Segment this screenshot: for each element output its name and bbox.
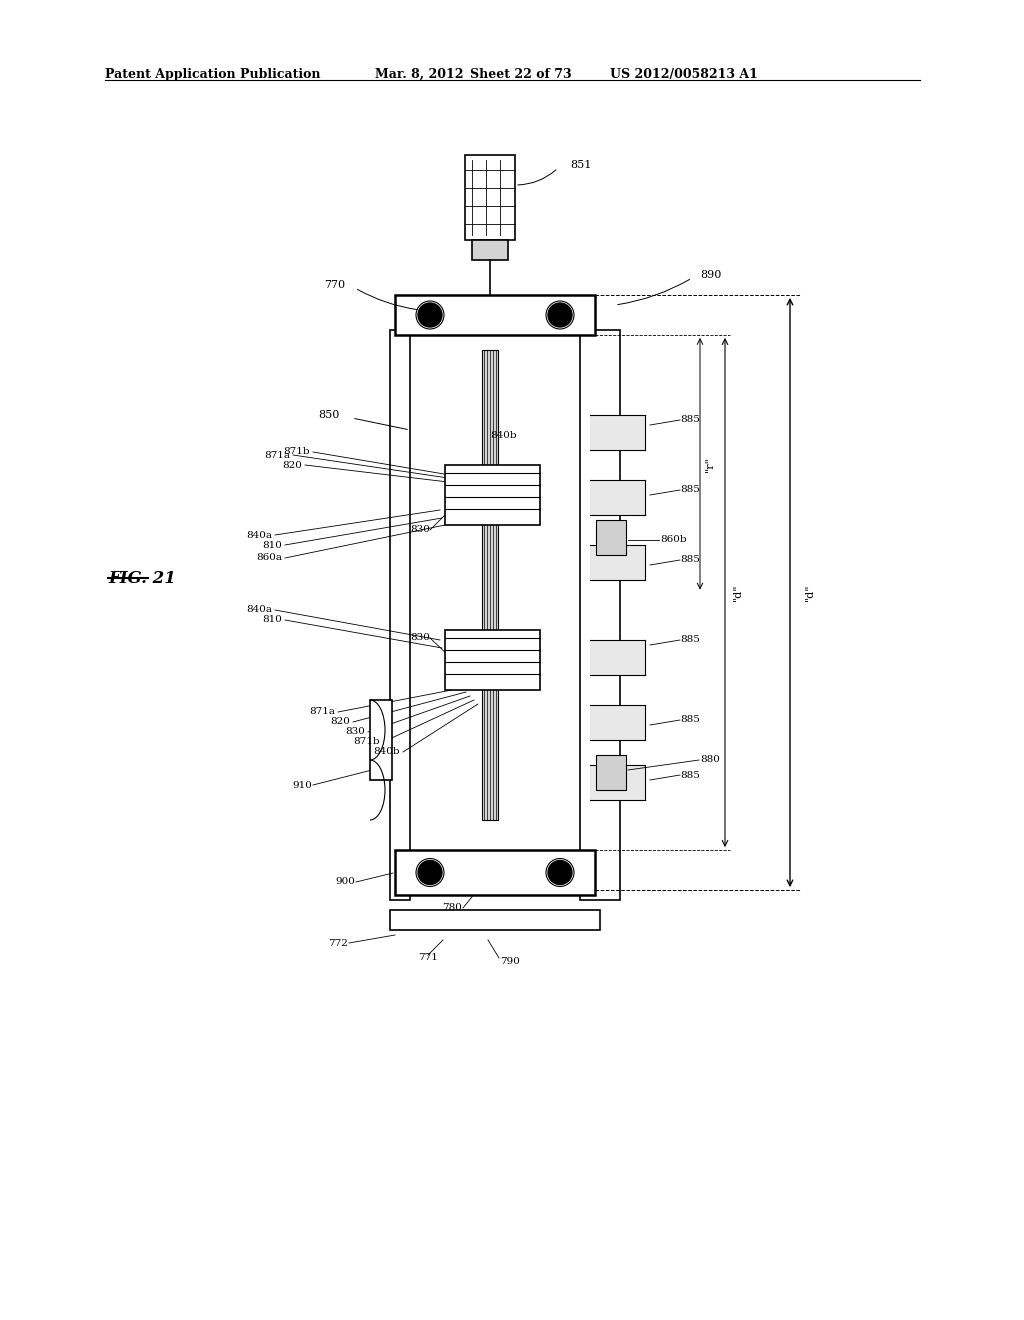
Bar <box>465 154 515 240</box>
Bar <box>596 520 626 554</box>
Text: 820: 820 <box>330 718 350 726</box>
Bar <box>445 630 540 690</box>
Circle shape <box>548 304 572 327</box>
Text: 820: 820 <box>283 461 302 470</box>
Bar <box>445 465 540 525</box>
Bar <box>590 640 645 675</box>
Text: 871b: 871b <box>353 738 380 747</box>
Bar <box>395 294 595 335</box>
Text: 830: 830 <box>411 525 430 535</box>
Bar <box>590 414 645 450</box>
Text: Sheet 22 of 73: Sheet 22 of 73 <box>470 69 571 81</box>
Bar <box>596 755 626 789</box>
Bar <box>472 240 508 260</box>
Text: 885: 885 <box>680 771 699 780</box>
Text: 910: 910 <box>292 780 312 789</box>
Text: 885: 885 <box>680 486 699 495</box>
Bar <box>390 330 410 900</box>
Text: 851: 851 <box>570 160 592 170</box>
Text: 860b: 860b <box>660 536 687 544</box>
Text: 780: 780 <box>442 903 462 912</box>
Bar <box>395 850 595 895</box>
Text: 900: 900 <box>335 878 355 887</box>
Text: "d": "d" <box>733 583 743 601</box>
Text: US 2012/0058213 A1: US 2012/0058213 A1 <box>610 69 758 81</box>
Text: "r": "r" <box>705 455 715 471</box>
Text: 880: 880 <box>700 755 720 764</box>
Text: 840b: 840b <box>490 430 517 440</box>
Text: 885: 885 <box>680 416 699 425</box>
Text: 771: 771 <box>418 953 438 962</box>
Bar <box>590 766 645 800</box>
Text: 890: 890 <box>700 271 721 280</box>
Text: FIG. 21: FIG. 21 <box>108 570 176 587</box>
Bar <box>590 480 645 515</box>
Text: "d": "d" <box>805 583 815 601</box>
Text: 885: 885 <box>680 715 699 725</box>
Text: 772: 772 <box>328 939 348 948</box>
Text: 790: 790 <box>500 957 520 966</box>
Text: 810: 810 <box>262 615 282 624</box>
Bar <box>390 909 600 931</box>
Bar <box>590 705 645 741</box>
Text: 830: 830 <box>411 634 430 643</box>
Text: 840a: 840a <box>246 531 272 540</box>
Text: Mar. 8, 2012: Mar. 8, 2012 <box>375 69 464 81</box>
Text: 840a: 840a <box>246 606 272 615</box>
Circle shape <box>418 304 442 327</box>
Bar <box>370 700 392 780</box>
Text: 885: 885 <box>680 556 699 565</box>
Bar <box>400 300 590 890</box>
Text: 830: 830 <box>345 727 365 737</box>
Bar <box>590 545 645 579</box>
Text: 871a: 871a <box>264 450 290 459</box>
Bar <box>580 330 620 900</box>
Text: Patent Application Publication: Patent Application Publication <box>105 69 321 81</box>
Text: 850: 850 <box>318 411 340 420</box>
Circle shape <box>548 861 572 884</box>
Circle shape <box>418 861 442 884</box>
Bar <box>482 350 498 820</box>
Text: 770: 770 <box>324 280 345 290</box>
Text: 860a: 860a <box>256 553 282 562</box>
Text: 871a: 871a <box>309 708 335 717</box>
Text: 871b: 871b <box>284 447 310 457</box>
Text: 810: 810 <box>262 540 282 549</box>
Text: 885: 885 <box>680 635 699 644</box>
Text: 840b: 840b <box>374 747 400 756</box>
